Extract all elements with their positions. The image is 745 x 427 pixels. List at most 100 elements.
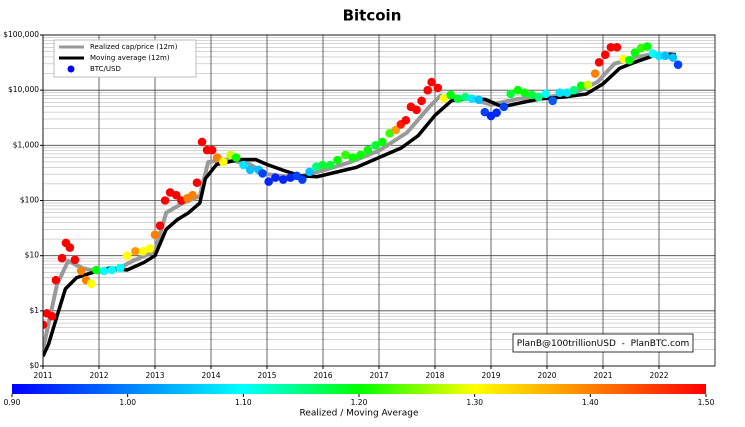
btc-point [70,255,80,265]
btc-point [51,275,61,285]
btc-point [527,90,537,100]
x-tick-label: 2011 [33,371,52,380]
x-tick-label: 2021 [593,371,612,380]
x-tick-label: 2014 [201,371,220,380]
btc-point [612,42,622,52]
btc-point [86,279,96,289]
btc-point [569,85,579,95]
legend-marker [67,65,75,73]
x-tick-label: 2020 [537,371,556,380]
x-tick-label: 2015 [257,371,276,380]
btc-point [668,53,678,62]
btc-point [188,190,197,200]
btc-point [107,265,117,275]
btc-point [47,311,57,321]
colorbar-tick-label: 1.20 [351,398,368,407]
btc-point [65,243,75,252]
y-tick-label: $100,000 [3,30,39,39]
btc-point [325,160,335,170]
btc-point [264,177,273,186]
annotation: PlanB@100trillionUSD - PlanBTC.com [517,339,690,349]
btc-point [562,88,572,97]
btc-point [513,85,523,95]
btc-point [245,165,255,175]
btc-point [460,92,470,102]
y-tick-label: $10 [25,251,40,260]
btc-point [401,115,411,125]
btc-point [548,96,557,106]
plot [43,42,683,358]
legend-label: Realized cap/price (12m) [90,43,178,51]
btc-point [660,51,670,61]
colorbar [12,384,706,394]
colorbar-tick-label: 1.00 [119,398,136,407]
annotation-box [512,333,694,353]
btc-point [576,81,586,91]
btc-point [297,175,307,184]
btc-point [417,96,426,106]
btc-point [630,48,640,57]
btc-point [371,141,380,150]
btc-point [363,145,373,155]
btc-point [207,145,217,155]
btc-point [453,94,463,104]
btc-point [378,137,387,147]
btc-point [446,90,455,100]
btc-point [480,107,490,117]
btc-point [278,175,288,184]
btc-point [43,320,48,330]
btc-point [76,266,86,276]
btc-point [625,55,634,65]
btc-point [219,157,228,167]
colorbar-tick-label: 1.50 [698,398,715,407]
colorbar-tick-label: 0.90 [4,398,21,407]
btc-point [122,251,132,260]
btc-point [439,93,449,103]
btc-point [318,160,327,170]
btc-point [506,89,515,99]
btc-point [427,77,436,87]
y-tick-label: $100 [20,196,39,205]
btc-point [155,221,165,230]
btc-point [467,94,477,104]
x-tick-label: 2019 [481,371,500,380]
btc-point [197,137,207,147]
colorbar-tick-label: 1.40 [582,398,599,407]
x-tick-label: 2022 [649,371,668,380]
btc-point [600,50,610,59]
colorbar-tick-label: 1.30 [466,398,483,407]
legend-label: BTC/USD [90,65,121,73]
btc-point [492,108,501,118]
chart-title: Bitcoin [343,7,402,25]
btc-point [673,60,683,69]
btc-point [594,57,604,67]
btc-point [583,80,593,90]
btc-point [520,88,529,97]
btc-point [150,230,160,239]
y-tick-label: $1,000 [13,140,39,149]
btc-point [499,102,509,112]
series-line [43,52,677,350]
btc-point [590,69,600,78]
btc-point [412,105,421,115]
btc-point [239,160,248,170]
btc-point [606,42,616,52]
btc-point [145,244,155,253]
y-tick-label: $0 [29,361,39,370]
x-tick-label: 2013 [145,371,164,380]
plot-border [42,34,716,367]
btc-point [192,178,202,188]
btc-point [91,265,101,275]
btc-point [642,42,652,51]
btc-point [474,95,483,105]
btc-point [115,263,125,273]
btc-point [131,246,140,256]
btc-point [654,51,664,61]
btc-point [212,153,222,162]
legend-label: Moving average (12m) [90,54,170,62]
btc-point [57,253,67,263]
btc-point [356,150,365,160]
btc-point [541,89,551,99]
y-tick-label: $10,000 [8,85,39,94]
